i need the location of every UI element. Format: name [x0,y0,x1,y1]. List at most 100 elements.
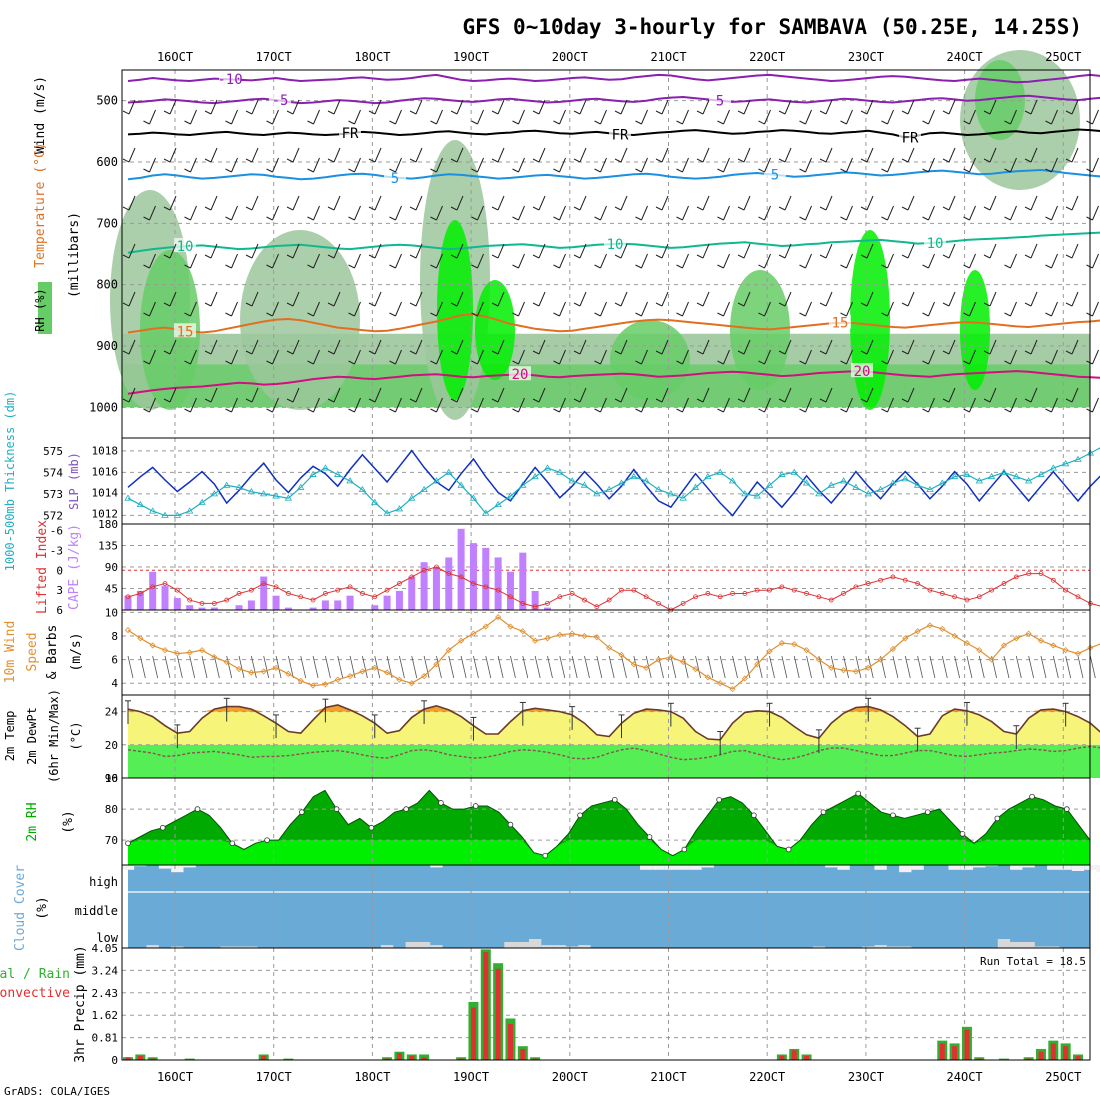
wind-speed-point [581,632,588,640]
thickness-point [309,470,317,477]
wind-barb-flag [225,264,232,269]
wind-barb [966,655,973,679]
wind-barb-flag [881,216,888,221]
thickness-point [926,485,934,492]
wind-barb [784,243,792,259]
temp-tick-label: 16 [105,772,118,785]
wind-barb [1092,301,1099,317]
wind-speed-point [926,622,934,629]
cloud-high-gap [973,865,986,868]
cloud-low-bar [405,942,418,948]
date-label-top: 19OCT [453,50,489,64]
date-label-bottom: 21OCT [650,1070,686,1084]
lifted-index-point [1050,577,1056,583]
rh2m-point [472,803,479,809]
wind-barb-flag [922,120,929,125]
wind-barb-flag [594,168,601,173]
lifted-index-point [421,567,427,573]
wind-barb [538,291,546,307]
wind-barb-flag [799,312,806,317]
wind-barb-flag [922,360,929,365]
wind-barb [518,397,525,413]
wind-barb-flag [737,254,745,259]
wind-barb [292,339,300,355]
wind-barb-flag [594,408,601,413]
wind-barb-flag [840,264,847,269]
wind-barb-flag [245,110,253,115]
wind-barb-flag [942,398,950,403]
lifted-index-point [409,574,415,580]
wind-speed-point [421,673,428,680]
thickness-point [593,490,601,497]
wind-barb [846,301,853,317]
wind-barb [436,301,443,317]
wind-barb-flag [286,350,294,355]
thickness-point [531,472,539,480]
cloud-axis-label-2: (%) [35,896,50,919]
wind-barb [600,157,607,173]
wind-barb-flag [348,168,355,173]
precip-convective-bar [1075,1055,1081,1060]
cape-bar [284,607,292,610]
wind-barb-flag [614,350,622,355]
thickness-point [667,490,675,497]
cloud-low-bar [1047,946,1060,948]
wind-barb [1010,205,1017,221]
wind-speed-point [384,669,391,676]
wind-barb [152,655,159,679]
wind-barb [415,387,423,403]
wind-speed-point [877,656,884,663]
slp-tick-label: 1018 [92,445,119,458]
slp-tick-label: 1014 [92,487,119,500]
thickness-point [519,481,527,488]
wind-barb-flag [389,120,396,125]
wind-barb-flag [409,206,417,211]
temperature-contour [127,231,1100,254]
wind-barb [333,387,341,403]
thickness-point [950,472,959,480]
wind-barb-flag [471,120,478,125]
y-tick-label: 1000 [89,400,118,414]
precip-convective-bar [1026,1058,1032,1060]
wind-barb [189,655,196,679]
wind-barb [743,99,751,115]
wind-barb [1052,655,1059,679]
lifted-index-point [458,574,464,580]
wind-barb-flag [143,120,150,125]
wind-barb [1071,291,1079,307]
cloud-low-bar [1010,942,1023,948]
dewpoint-line [127,745,1100,761]
wind-speed-point [272,664,280,671]
wind-barb-flag [245,398,253,403]
thickness-point [408,494,416,501]
cloud-low-bar [504,942,517,948]
thickness-point [987,472,996,480]
wind-barb-flag [286,254,294,259]
wind-barb-flag [983,110,991,115]
lifted-index-point [1075,594,1081,600]
thickness-point [371,498,379,505]
dewpoint-band [128,744,1100,778]
wind-barb-flag [819,302,827,307]
wind-barb [313,157,320,173]
cloud-high-gap [1022,865,1035,868]
wind-barb [579,195,587,211]
wind-barb-flag [266,264,273,269]
wind-barb-flag [655,206,663,211]
wind-speed-point [223,658,230,666]
date-axis-top: 16OCT 17OCT 18OCT 19OCT 20OCT 21OCT 22OCT 23OCT… [157,50,1081,64]
wind-barb [538,147,546,163]
wind-barb [784,387,792,403]
wind-barb-flag [614,302,622,307]
wind-barb [559,301,566,317]
wind-speed-point [297,677,304,684]
wind-barb [149,157,156,173]
wind-barb [559,109,566,125]
cloud-low-bar [812,946,826,948]
thickness-point [889,479,897,486]
wind-barb [887,253,894,269]
wind-barb [989,387,997,403]
wind-barb-flag [532,302,540,307]
wind-barb [641,397,648,413]
